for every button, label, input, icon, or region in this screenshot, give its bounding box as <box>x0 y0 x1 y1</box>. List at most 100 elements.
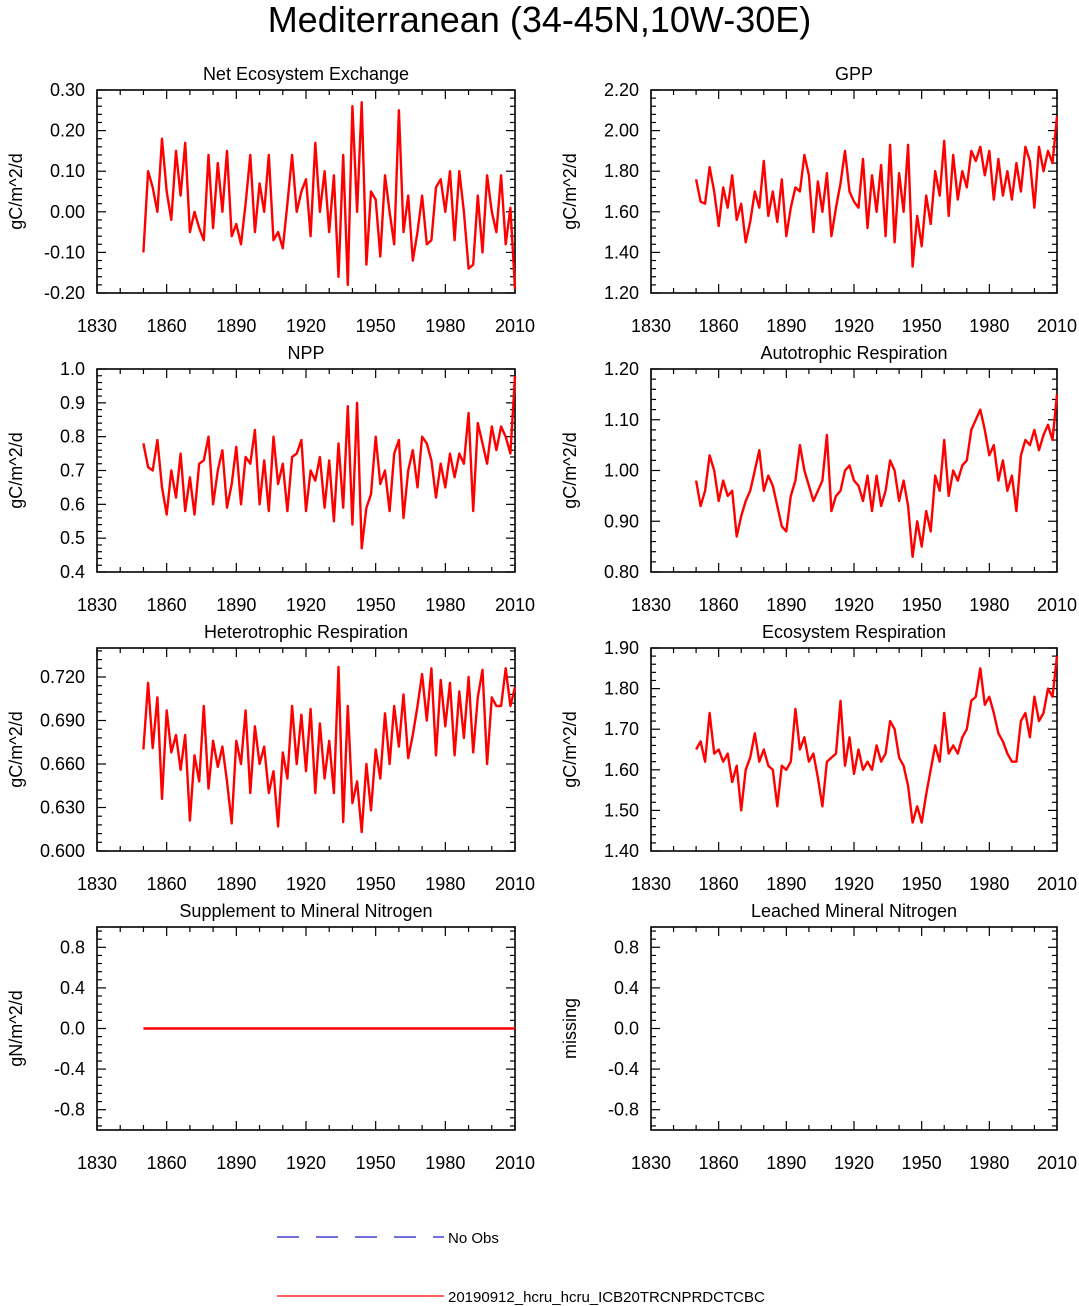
y-tick-label: 0.00 <box>50 202 85 222</box>
legend-label: 20190912_hcru_hcru_ICB20TRCNPRDCTCBC <box>448 1289 765 1306</box>
y-tick-label: 0.720 <box>40 667 85 687</box>
legend: No Obs 20190912_hcru_hcru_ICB20TRCNPRDCTC… <box>277 1230 765 1306</box>
x-tick-label: 1860 <box>699 874 739 894</box>
x-tick-label: 1890 <box>766 595 806 615</box>
plot-frame <box>650 89 1058 294</box>
y-axis-label: gC/m^2/d <box>560 432 580 508</box>
panel-net-ecosystem-exchange: Net Ecosystem Exchange gC/m^2/d 1830 1860 18… <box>6 64 535 336</box>
y-tick-label: 0.600 <box>40 841 85 861</box>
y-tick-label: -0.4 <box>608 1059 639 1079</box>
y-tick-label: 1.80 <box>604 161 639 181</box>
x-tick-label: 1950 <box>902 874 942 894</box>
y-tick-label: 0.80 <box>604 562 639 582</box>
y-tick-label: -0.4 <box>54 1059 85 1079</box>
x-tick-label: 1890 <box>216 874 256 894</box>
x-tick-label: 1980 <box>969 595 1009 615</box>
y-tick-label: 0.8 <box>60 427 85 447</box>
x-tick-label: 2010 <box>495 1153 535 1173</box>
panel-title: NPP <box>287 343 324 363</box>
x-tick-label: 1830 <box>77 316 117 336</box>
y-tick-label: 1.80 <box>604 679 639 699</box>
x-tick-label: 2010 <box>495 316 535 336</box>
x-tick-label: 1860 <box>699 316 739 336</box>
y-tick-label: 0.0 <box>614 1019 639 1039</box>
y-tick-label: -0.20 <box>44 283 85 303</box>
x-tick-label: 1830 <box>631 1153 671 1173</box>
x-tick-label: 1830 <box>77 874 117 894</box>
y-axis-label: gC/m^2/d <box>560 153 580 229</box>
x-tick-label: 1920 <box>286 874 326 894</box>
y-tick-label: -0.10 <box>44 242 85 262</box>
x-tick-label: 1980 <box>425 874 465 894</box>
x-tick-label: 2010 <box>495 595 535 615</box>
y-tick-label: 0.4 <box>60 978 85 998</box>
x-tick-label: 1980 <box>969 874 1009 894</box>
x-tick-label: 1860 <box>147 595 187 615</box>
x-tick-label: 1920 <box>834 595 874 615</box>
panel-npp: NPP gC/m^2/d 1830 1860 1890 1920 1950 1980 2010 0… <box>6 343 535 615</box>
panel-autotrophic-respiration: Autotrophic Respiration gC/m^2/d 1830 1860 1… <box>560 343 1077 615</box>
x-tick-label: 1860 <box>699 1153 739 1173</box>
series-line <box>142 665 517 834</box>
series-line <box>694 394 1059 558</box>
y-tick-label: 1.40 <box>604 242 639 262</box>
x-tick-label: 1860 <box>147 874 187 894</box>
y-tick-label: 0.4 <box>614 978 639 998</box>
y-axis-label: gN/m^2/d <box>6 990 26 1066</box>
y-tick-label: 1.90 <box>604 638 639 658</box>
y-tick-label: 0.10 <box>50 161 85 181</box>
y-tick-label: 0.630 <box>40 798 85 818</box>
panel-title: Supplement to Mineral Nitrogen <box>179 901 432 921</box>
series-line <box>695 655 1059 824</box>
y-tick-label: 2.20 <box>604 80 639 100</box>
x-tick-label: 1890 <box>766 874 806 894</box>
series-line <box>142 100 517 289</box>
x-tick-label: 1890 <box>766 316 806 336</box>
x-tick-label: 1890 <box>216 316 256 336</box>
y-tick-label: -0.8 <box>608 1100 639 1120</box>
x-tick-label: 1920 <box>286 595 326 615</box>
x-tick-label: 1890 <box>216 595 256 615</box>
panel-title: Autotrophic Respiration <box>760 343 947 363</box>
y-axis-label: gC/m^2/d <box>6 432 26 508</box>
legend-label: No Obs <box>448 1230 499 1247</box>
panel-title: Net Ecosystem Exchange <box>203 64 409 84</box>
y-tick-label: -0.8 <box>54 1100 85 1120</box>
x-tick-label: 2010 <box>495 874 535 894</box>
x-tick-label: 1830 <box>631 595 671 615</box>
x-tick-label: 1920 <box>834 316 874 336</box>
x-tick-label: 1920 <box>834 1153 874 1173</box>
x-tick-label: 1860 <box>147 316 187 336</box>
panel-leached-mineral-nitrogen: Leached Mineral Nitrogen missing 1830 1860 1… <box>560 901 1077 1173</box>
y-tick-label: 2.00 <box>604 121 639 141</box>
y-tick-label: 0.5 <box>60 528 85 548</box>
x-tick-label: 2010 <box>1037 874 1077 894</box>
x-tick-label: 2010 <box>1037 595 1077 615</box>
y-tick-label: 1.70 <box>604 719 639 739</box>
y-tick-label: 0.4 <box>60 562 85 582</box>
panel-title: Leached Mineral Nitrogen <box>751 901 957 921</box>
panel-heterotrophic-respiration: Heterotrophic Respiration gC/m^2/d 1830 186… <box>6 622 535 894</box>
y-tick-label: 0.30 <box>50 80 85 100</box>
x-tick-label: 1980 <box>425 316 465 336</box>
x-tick-label: 1980 <box>969 316 1009 336</box>
y-tick-label: 1.40 <box>604 841 639 861</box>
x-tick-label: 1890 <box>216 1153 256 1173</box>
x-tick-label: 1950 <box>902 1153 942 1173</box>
panel-title: Heterotrophic Respiration <box>204 622 408 642</box>
y-axis-label: missing <box>560 998 580 1059</box>
x-tick-label: 1890 <box>766 1153 806 1173</box>
y-tick-label: 1.10 <box>604 410 639 430</box>
x-tick-label: 1920 <box>286 316 326 336</box>
x-tick-label: 1830 <box>631 316 671 336</box>
plot-frame <box>650 647 1058 852</box>
x-tick-label: 1950 <box>356 874 396 894</box>
y-tick-label: 0.8 <box>60 937 85 957</box>
y-tick-label: 1.60 <box>604 202 639 222</box>
y-tick-label: 1.20 <box>604 283 639 303</box>
y-tick-label: 0.6 <box>60 494 85 514</box>
y-tick-label: 1.20 <box>604 359 639 379</box>
y-tick-label: 1.50 <box>604 800 639 820</box>
x-tick-label: 1950 <box>356 595 396 615</box>
x-tick-label: 1920 <box>834 874 874 894</box>
